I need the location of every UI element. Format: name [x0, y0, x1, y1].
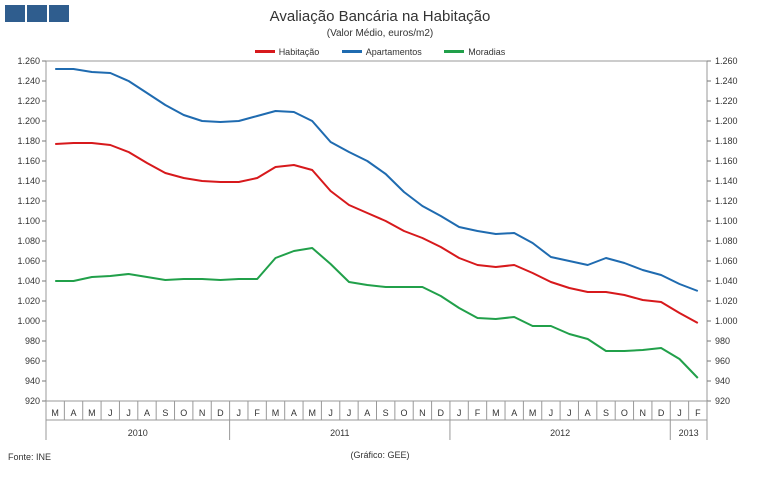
y-tick-label-right: 1.200	[715, 116, 738, 126]
y-tick-label-left: 1.160	[17, 156, 40, 166]
y-tick-label-left: 920	[25, 396, 40, 406]
y-tick-label-left: 1.140	[17, 176, 40, 186]
x-tick-label: J	[347, 408, 352, 418]
y-tick-label-right: 1.120	[715, 196, 738, 206]
y-tick-label-left: 1.100	[17, 216, 40, 226]
y-tick-label-right: 1.020	[715, 296, 738, 306]
y-tick-label-right: 1.140	[715, 176, 738, 186]
x-tick-label: M	[308, 408, 316, 418]
x-tick-label: A	[585, 408, 591, 418]
y-tick-label-left: 1.020	[17, 296, 40, 306]
y-tick-label-left: 980	[25, 336, 40, 346]
x-tick-label: A	[291, 408, 297, 418]
y-tick-label-left: 1.080	[17, 236, 40, 246]
x-tick-label: A	[511, 408, 517, 418]
y-tick-label-right: 1.040	[715, 276, 738, 286]
x-tick-label: O	[401, 408, 408, 418]
legend-swatch-habitacao	[254, 50, 275, 53]
x-tick-label: D	[658, 408, 665, 418]
year-label: 2011	[330, 428, 349, 438]
x-tick-label: F	[695, 408, 701, 418]
x-tick-label: J	[457, 408, 462, 418]
y-tick-label-right: 920	[715, 396, 730, 406]
x-tick-label: O	[180, 408, 187, 418]
x-tick-label: A	[364, 408, 370, 418]
y-tick-label-left: 1.060	[17, 256, 40, 266]
y-tick-label-left: 1.220	[17, 96, 40, 106]
x-tick-label: J	[108, 408, 113, 418]
x-tick-label: N	[639, 408, 646, 418]
y-tick-label-right: 1.220	[715, 96, 738, 106]
legend-label-moradias: Moradias	[468, 46, 506, 57]
credit-note: (Gráfico: GEE)	[350, 450, 410, 460]
legend-item-habitacao: Habitação	[254, 46, 320, 57]
y-tick-label-left: 1.000	[17, 316, 40, 326]
y-tick-label-right: 1.180	[715, 136, 738, 146]
x-tick-label: A	[144, 408, 150, 418]
x-tick-label: M	[51, 408, 59, 418]
legend: Habitação Apartamentos Moradias	[0, 45, 760, 57]
x-tick-label: J	[567, 408, 572, 418]
logo-square-1	[5, 5, 25, 22]
y-tick-label-right: 1.160	[715, 156, 738, 166]
y-tick-label-left: 1.260	[17, 56, 40, 66]
legend-swatch-apartamentos	[341, 50, 362, 53]
legend-label-habitacao: Habitação	[278, 46, 320, 57]
y-tick-label-left: 1.200	[17, 116, 40, 126]
x-tick-label: J	[677, 408, 682, 418]
x-tick-label: S	[383, 408, 389, 418]
x-tick-label: S	[603, 408, 609, 418]
y-tick-label-right: 1.260	[715, 56, 738, 66]
x-tick-label: N	[419, 408, 426, 418]
series-line-habitacao	[55, 142, 699, 324]
chart-title: Avaliação Bancária na Habitação	[269, 8, 491, 25]
legend-swatch-moradias	[444, 50, 465, 53]
y-tick-label-right: 1.060	[715, 256, 738, 266]
y-tick-label-right: 1.000	[715, 316, 738, 326]
x-tick-label: O	[621, 408, 628, 418]
y-tick-label-right: 980	[715, 336, 730, 346]
x-tick-label: J	[549, 408, 554, 418]
y-tick-label-left: 940	[25, 376, 40, 386]
y-tick-label-right: 1.240	[715, 76, 738, 86]
y-tick-label-left: 1.240	[17, 76, 40, 86]
x-tick-label: M	[88, 408, 96, 418]
y-tick-label-right: 940	[715, 376, 730, 386]
y-tick-label-right: 1.100	[715, 216, 738, 226]
x-tick-label: J	[328, 408, 333, 418]
series-line-apartamentos	[55, 68, 699, 292]
x-tick-label: F	[475, 408, 481, 418]
legend-item-apartamentos: Apartamentos	[341, 46, 422, 57]
legend-label-apartamentos: Apartamentos	[365, 46, 422, 57]
y-tick-label-left: 1.040	[17, 276, 40, 286]
legend-item-moradias: Moradias	[444, 47, 505, 57]
x-tick-label: D	[438, 408, 445, 418]
logo-square-3	[49, 5, 69, 22]
series-line-moradias	[55, 247, 699, 379]
x-tick-label: J	[126, 408, 131, 418]
x-tick-label: S	[162, 408, 168, 418]
y-tick-label-left: 1.120	[17, 196, 40, 206]
x-tick-label: M	[492, 408, 500, 418]
x-tick-label: N	[199, 408, 206, 418]
x-tick-label: F	[254, 408, 260, 418]
year-label: 2010	[128, 428, 148, 438]
y-tick-label-left: 960	[25, 356, 40, 366]
chart-subtitle: (Valor Médio, euros/m2)	[326, 28, 434, 39]
y-tick-label-right: 1.080	[715, 236, 738, 246]
y-tick-label-right: 960	[715, 356, 730, 366]
y-tick-label-left: 1.180	[17, 136, 40, 146]
source-note: Fonte: INE	[8, 452, 52, 462]
x-tick-label: A	[71, 408, 77, 418]
year-label: 2013	[679, 428, 699, 438]
x-tick-label: M	[529, 408, 537, 418]
year-label: 2012	[550, 428, 570, 438]
logo-square-2	[27, 5, 47, 22]
x-tick-label: D	[217, 408, 224, 418]
x-tick-label: J	[237, 408, 242, 418]
x-tick-label: M	[272, 408, 280, 418]
